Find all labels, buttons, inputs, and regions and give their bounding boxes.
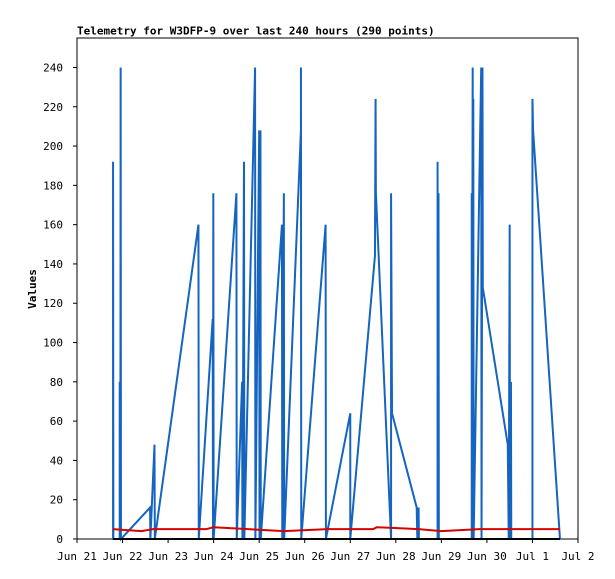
x-tick-label: Jun 26 <box>285 550 325 563</box>
y-tick-label: 20 <box>50 494 63 507</box>
y-tick-label: 180 <box>43 179 63 192</box>
y-tick-label: 220 <box>43 101 63 114</box>
y-tick-label: 0 <box>56 533 63 546</box>
y-tick-label: 60 <box>50 415 63 428</box>
series-layer <box>112 67 561 542</box>
x-tick-label: Jun 28 <box>376 550 416 563</box>
x-tick-label: Jun 23 <box>148 550 188 563</box>
y-tick-label: 140 <box>43 258 63 271</box>
series-line-1 <box>112 526 560 533</box>
x-tick-label: Jun 21 <box>57 550 97 563</box>
y-tick-label: 160 <box>43 219 63 232</box>
plot-frame <box>76 37 579 540</box>
y-tick-label: 100 <box>43 337 63 350</box>
x-tick-label: Jul 2 <box>561 550 594 563</box>
y-tick-label: 120 <box>43 297 63 310</box>
x-tick-label: Jun 24 <box>194 550 234 563</box>
y-tick-label: 80 <box>50 376 63 389</box>
y-tick-label: 240 <box>43 61 63 74</box>
x-tick-label: Jun 22 <box>103 550 143 563</box>
y-tick-label: 200 <box>43 140 63 153</box>
y-tick-label: 40 <box>50 454 63 467</box>
y-axis-label: Values <box>26 269 39 309</box>
x-tick-label: Jun 29 <box>421 550 461 563</box>
x-axis: Jun 21 Jun 22 Jun 23 Jun 24 Jun 25 Jun 26 Jun … <box>57 539 595 563</box>
x-tick-label: Jun 27 <box>330 550 370 563</box>
chart-title: Telemetry for W3DFP-9 over last 240 hour… <box>77 25 435 38</box>
x-tick-label: Jun 25 <box>239 550 279 563</box>
y-axis: 0 20 40 60 80 100 120 140 160 180 200 220 240 <box>43 61 77 546</box>
x-tick-label: Jul 1 <box>516 550 549 563</box>
x-tick-label: Jun 30 <box>467 550 507 563</box>
